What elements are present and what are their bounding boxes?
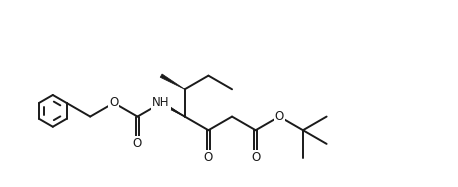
Text: O: O	[275, 110, 284, 123]
Text: O: O	[109, 96, 119, 109]
Text: O: O	[251, 151, 260, 164]
Polygon shape	[160, 74, 185, 89]
Text: NH: NH	[153, 96, 170, 109]
Polygon shape	[160, 101, 185, 117]
Text: O: O	[204, 151, 213, 164]
Text: O: O	[133, 137, 142, 150]
